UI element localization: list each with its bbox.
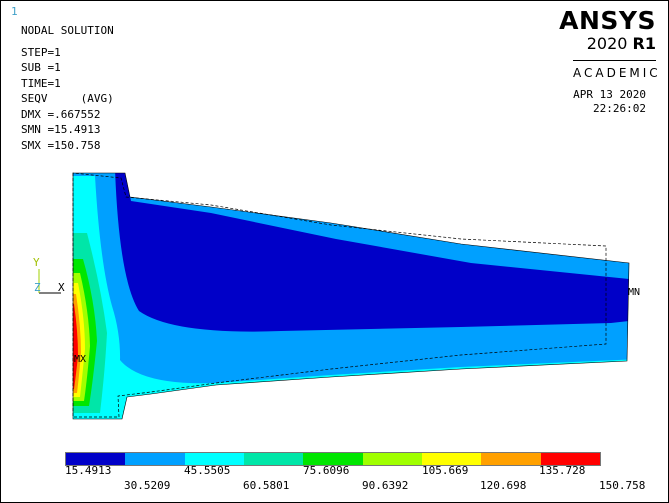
legend-swatch-6 — [362, 453, 422, 465]
legend-label-6: 90.6392 — [362, 479, 409, 492]
contour-band-9 — [73, 304, 78, 389]
date-text: APR 13 2020 — [573, 88, 646, 101]
legend-label-5: 75.6096 — [303, 464, 350, 477]
legend-swatch-8 — [481, 453, 541, 465]
legend-label-3: 45.5505 — [184, 464, 231, 477]
undeformed-outline — [72, 172, 607, 418]
ansys-logo: ANSYS 2020 R1 ACADEMIC — [559, 6, 658, 81]
min-marker: MN — [628, 287, 641, 298]
info-smn: SMN =15.4913 — [21, 123, 101, 136]
legend-label-7: 105.669 — [422, 464, 469, 477]
legend-swatch-4 — [243, 453, 304, 465]
legend-label-10: 150.758 — [599, 479, 646, 492]
contour-legend — [65, 452, 601, 466]
info-result: SEQV (AVG) — [21, 92, 114, 105]
stress-contours — [73, 173, 629, 419]
solution-info-block: NODAL SOLUTION STEP=1 SUB =1 TIME=1 SEQV (AV… — [21, 23, 114, 153]
info-smx: SMX =150.758 — [21, 138, 101, 152]
info-time: TIME=1 — [21, 76, 61, 90]
deformed-outline — [72, 172, 630, 420]
info-title: NODAL SOLUTION — [21, 24, 114, 37]
brand-version: 2020 R1 — [586, 34, 656, 53]
time-text: 22:26:02 — [593, 102, 646, 115]
brand-edition: ACADEMIC — [573, 60, 658, 80]
legend-swatch-3 — [184, 453, 244, 465]
brand-name: ANSYS — [559, 6, 656, 35]
legend-swatch-7 — [421, 453, 482, 465]
legend-swatch-5 — [303, 453, 363, 465]
legend-swatch-1 — [66, 453, 126, 465]
axis-triad — [38, 269, 61, 294]
legend-label-4: 60.5801 — [243, 479, 290, 492]
info-sub: SUB =1 — [21, 61, 61, 74]
contour-band-1 — [115, 173, 629, 332]
legend-label-1: 15.4913 — [65, 464, 112, 477]
triad-z-label: Z — [34, 281, 41, 294]
info-dmx: DMX =.667552 — [21, 107, 101, 121]
legend-label-2: 30.5209 — [124, 479, 171, 492]
legend-swatch-9 — [540, 453, 600, 465]
triad-x-label: X — [58, 281, 65, 294]
legend-label-9: 135.728 — [539, 464, 586, 477]
info-step: STEP=1 — [21, 45, 61, 59]
legend-swatch-2 — [125, 453, 185, 465]
window-number: 1 — [11, 5, 18, 18]
max-marker: MX — [74, 354, 87, 365]
legend-label-8: 120.698 — [480, 479, 527, 492]
timestamp: APR 13 2020 22:26:02 — [573, 88, 646, 116]
triad-y-label: Y — [33, 256, 40, 269]
